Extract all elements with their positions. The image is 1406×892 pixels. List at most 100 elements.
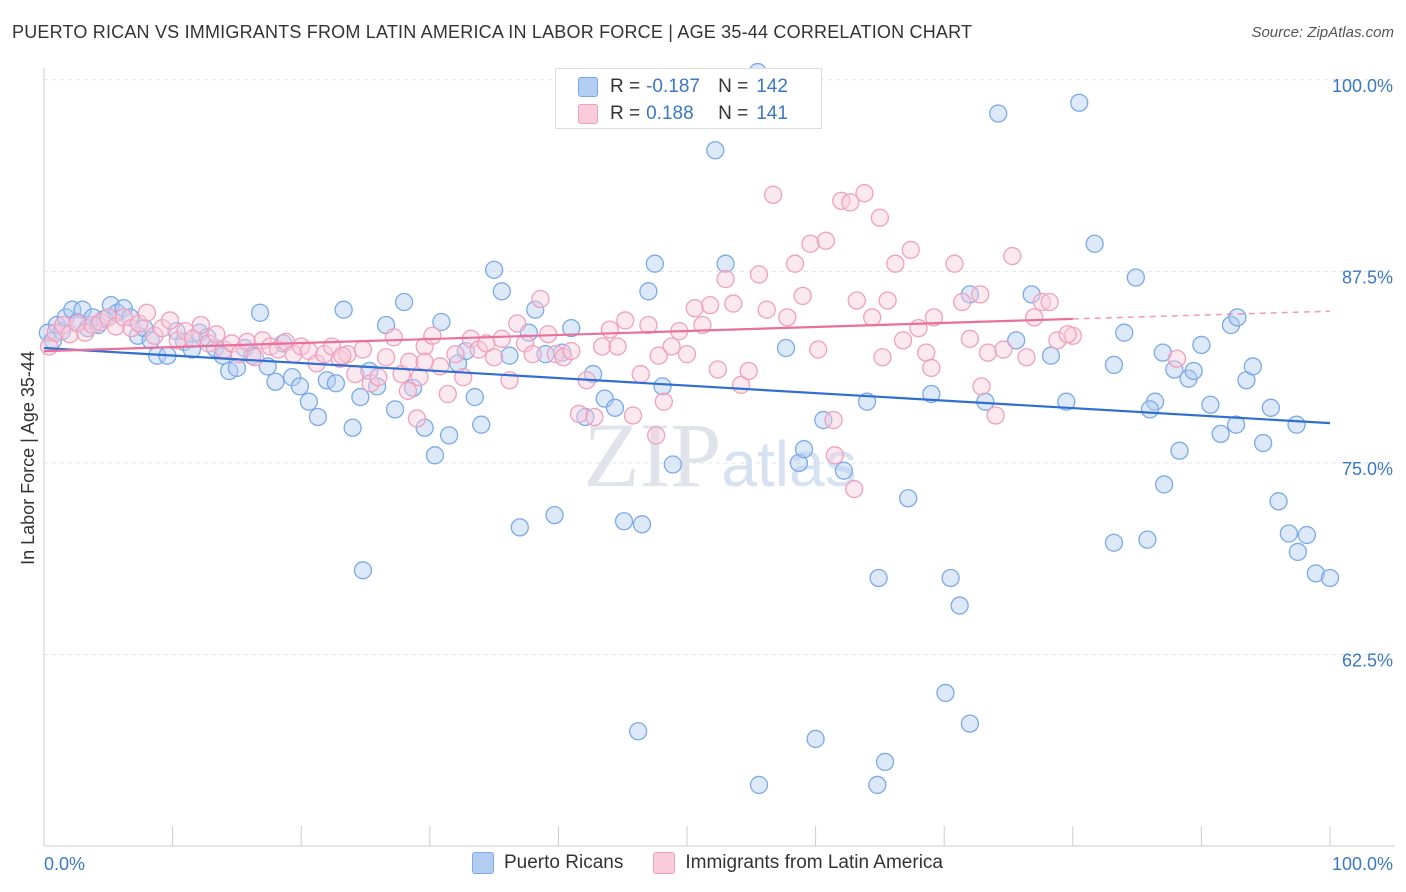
point-puerto-rican	[1140, 400, 1160, 419]
point-immigrant	[801, 234, 820, 253]
point-immigrant	[847, 291, 866, 310]
point-puerto-rican	[1288, 542, 1307, 562]
point-immigrant	[415, 352, 434, 371]
point-immigrant	[592, 337, 612, 356]
point-immigrant	[384, 328, 403, 347]
point-puerto-rican	[290, 377, 310, 396]
point-puerto-rican	[403, 378, 423, 398]
legend-n-label: N =	[718, 103, 749, 124]
point-immigrant	[757, 300, 776, 319]
point-puerto-rican	[960, 714, 980, 733]
point-puerto-rican	[1226, 415, 1246, 434]
point-immigrant	[137, 303, 157, 322]
point-immigrant	[824, 410, 843, 430]
point-immigrant	[1025, 308, 1044, 327]
point-immigrant	[176, 322, 195, 341]
point-immigrant	[924, 308, 944, 327]
point-puerto-rican	[936, 683, 955, 703]
legend-swatch-pink	[653, 852, 676, 874]
point-immigrant	[376, 348, 396, 367]
point-puerto-rican	[1253, 433, 1273, 453]
point-puerto-rican	[922, 384, 941, 404]
point-puerto-rican	[614, 512, 634, 531]
legend-r-value: 0.188	[646, 103, 694, 124]
watermark-zip: ZIP	[583, 404, 721, 506]
point-puerto-rican	[645, 254, 664, 273]
point-immigrant	[986, 406, 1005, 425]
point-puerto-rican	[334, 300, 353, 319]
point-immigrant	[716, 269, 735, 289]
point-immigrant	[199, 334, 218, 353]
legend-n-label: N =	[718, 76, 749, 97]
point-puerto-rican	[989, 104, 1008, 123]
point-puerto-rican	[484, 260, 504, 279]
point-puerto-rican	[806, 729, 825, 749]
point-immigrant	[909, 318, 928, 338]
point-immigrant	[841, 193, 860, 212]
y-tick-label: 100.0%	[1332, 76, 1393, 96]
point-immigrant	[873, 348, 892, 367]
point-puerto-rican	[299, 392, 319, 411]
point-immigrant	[1040, 292, 1059, 312]
point-immigrant	[685, 299, 704, 318]
legend-item-immigrants[interactable]: Immigrants from Latin America	[653, 852, 943, 874]
x-tick-label: 0.0%	[44, 854, 85, 874]
point-immigrant	[508, 314, 527, 333]
point-puerto-rican	[1320, 568, 1340, 588]
point-puerto-rican	[1201, 395, 1220, 414]
watermark: ZIPatlas	[583, 404, 856, 506]
point-puerto-rican	[343, 418, 362, 437]
point-immigrant	[816, 231, 836, 250]
point-puerto-rican	[1279, 524, 1298, 543]
point-immigrant	[569, 404, 589, 424]
point-immigrant	[423, 326, 442, 345]
y-tick-label: 87.5%	[1342, 267, 1393, 287]
axis-labels: 62.5% 75.0% 87.5% 100.0% 0.0% 100.0% In Labor …	[18, 76, 1393, 874]
point-immigrant	[825, 446, 845, 465]
point-immigrant	[145, 326, 164, 345]
point-immigrant	[238, 332, 257, 352]
point-puerto-rican	[500, 346, 519, 365]
point-puerto-rican	[960, 285, 980, 304]
point-immigrant	[654, 392, 674, 411]
point-immigrant	[245, 348, 265, 367]
point-immigrant	[369, 368, 388, 387]
point-puerto-rican	[545, 505, 564, 525]
point-puerto-rican	[1085, 234, 1104, 253]
point-puerto-rican	[1104, 533, 1124, 552]
point-puerto-rican	[1007, 331, 1026, 350]
point-puerto-rican	[510, 518, 529, 537]
point-puerto-rican	[1243, 357, 1262, 376]
legend-swatch-pink	[578, 104, 598, 124]
point-immigrant	[778, 308, 797, 327]
point-immigrant	[960, 329, 980, 348]
point-puerto-rican	[353, 561, 373, 580]
point-immigrant	[922, 358, 941, 378]
point-puerto-rican	[716, 254, 735, 273]
point-immigrant	[492, 329, 511, 348]
legend-item-puerto-ricans[interactable]: Puerto Ricans	[472, 852, 623, 874]
point-puerto-rican	[425, 446, 445, 465]
point-puerto-rican	[283, 368, 302, 387]
point-puerto-rican	[794, 440, 814, 459]
point-immigrant	[68, 314, 87, 333]
point-immigrant	[639, 315, 658, 335]
point-immigrant	[600, 320, 619, 339]
point-puerto-rican	[749, 775, 769, 795]
y-tick-label: 62.5%	[1342, 651, 1393, 671]
point-puerto-rican	[562, 318, 581, 338]
point-immigrant	[1167, 349, 1187, 368]
point-puerto-rican	[789, 453, 809, 473]
point-puerto-rican	[250, 303, 270, 322]
point-immigrant	[1017, 348, 1036, 367]
point-puerto-rican	[1104, 355, 1124, 375]
trend-line-puerto-ricans	[43, 346, 1331, 425]
point-puerto-rican	[706, 141, 725, 160]
point-immigrant	[901, 240, 920, 260]
point-immigrant	[893, 331, 913, 350]
point-immigrant	[353, 340, 373, 359]
point-puerto-rican	[1165, 360, 1184, 379]
legend-swatch-blue	[578, 77, 598, 97]
